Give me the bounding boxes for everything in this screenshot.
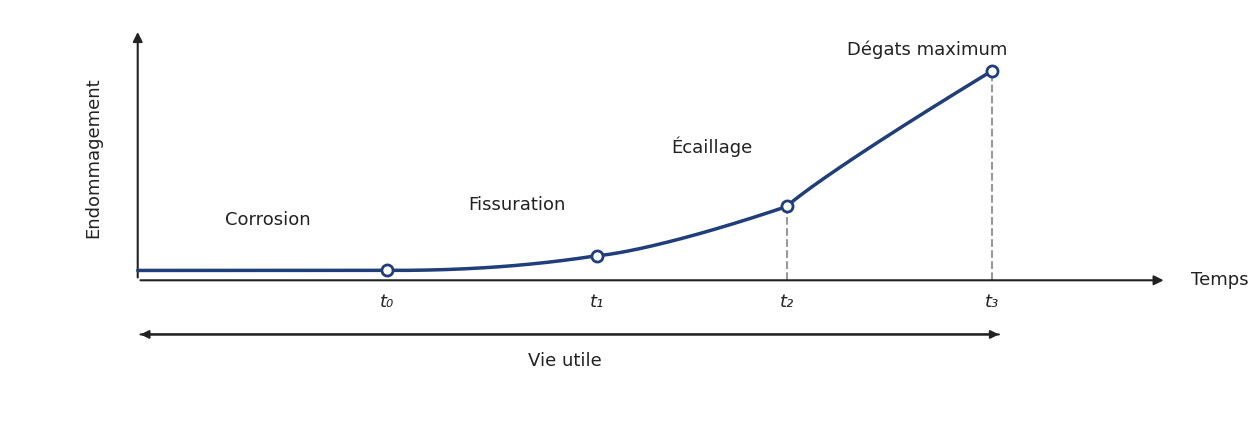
Text: t₃: t₃	[984, 293, 998, 310]
Text: Vie utile: Vie utile	[528, 352, 602, 370]
Text: Fissuration: Fissuration	[469, 196, 566, 214]
Text: Dégats maximum: Dégats maximum	[846, 40, 1007, 59]
Text: Corrosion: Corrosion	[224, 211, 311, 228]
Text: t₂: t₂	[780, 293, 794, 310]
Text: t₁: t₁	[591, 293, 604, 310]
Text: Temps: Temps	[1191, 271, 1249, 289]
Text: Endommagement: Endommagement	[84, 77, 102, 238]
Text: Écaillage: Écaillage	[671, 137, 752, 157]
Text: t₀: t₀	[380, 293, 395, 310]
